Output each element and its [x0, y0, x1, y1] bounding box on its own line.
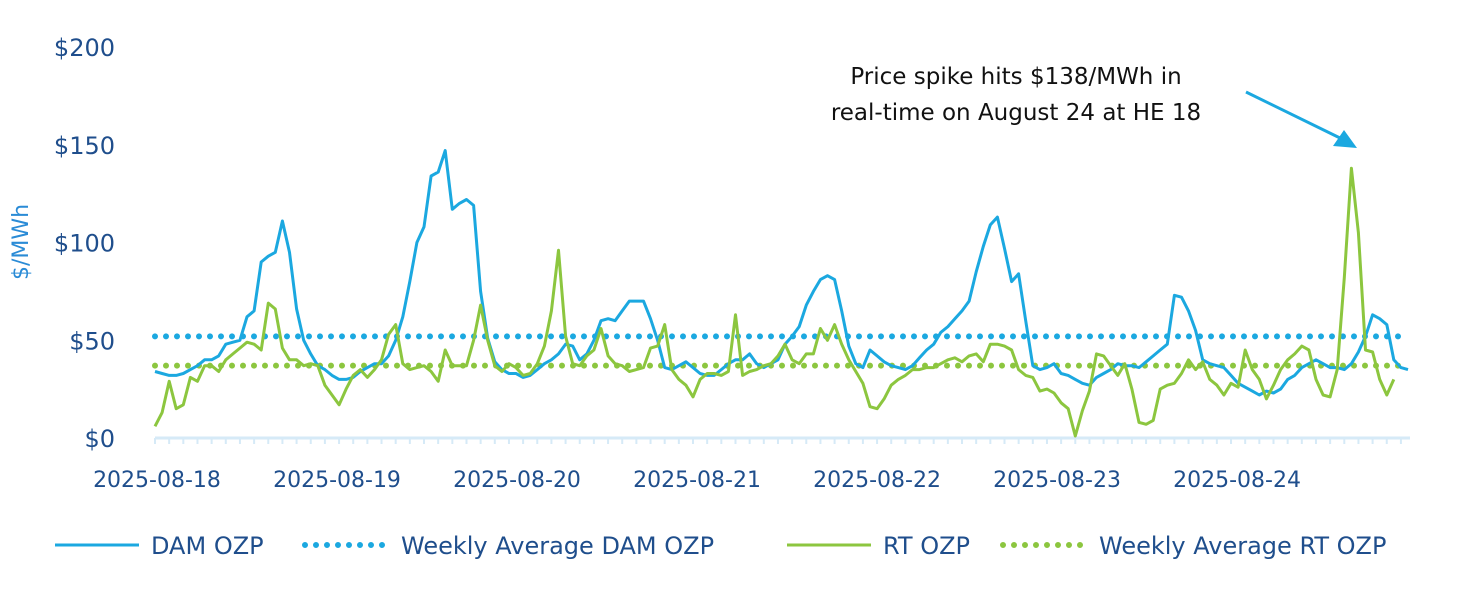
annotation-arrow [1245, 90, 1341, 140]
y-tick-label: $200 [54, 34, 115, 62]
x-tick-label: 2025-08-21 [633, 468, 761, 493]
legend-label-rt-ozp: RT OZP [883, 532, 970, 560]
legend: DAM OZP Weekly Average DAM OZP RT OZP Weekl… [55, 532, 1386, 560]
y-tick-label: $150 [54, 132, 115, 160]
series-layer [152, 149, 1411, 438]
y-axis-ticks: $0 $50 $100 $150 $200 [54, 34, 115, 453]
x-tick-label: 2025-08-18 [93, 468, 221, 493]
y-tick-label: $0 [84, 425, 115, 453]
x-tick-label: 2025-08-24 [1173, 468, 1301, 493]
x-tick-label: 2025-08-19 [273, 468, 401, 493]
x-tick-label: 2025-08-22 [813, 468, 941, 493]
y-tick-label: $100 [54, 230, 115, 258]
annotation-line-1: Price spike hits $138/MWh in [850, 64, 1181, 90]
series-dam-ozp [154, 149, 1409, 397]
x-axis-ticks: 2025-08-18 2025-08-19 2025-08-20 2025-08-21… [93, 468, 1301, 493]
series-rt-ozp [153, 166, 1396, 438]
annotation-arrowhead [1333, 130, 1357, 148]
legend-label-weekly-average-rt-ozp: Weekly Average RT OZP [1099, 532, 1386, 560]
x-axis [154, 436, 1410, 444]
x-tick-label: 2025-08-23 [993, 468, 1121, 493]
annotation: Price spike hits $138/MWh in real-time o… [831, 64, 1357, 148]
y-axis-label: $/MWh [9, 204, 34, 280]
y-tick-label: $50 [69, 327, 115, 355]
legend-label-dam-ozp: DAM OZP [151, 532, 264, 560]
x-tick-label: 2025-08-20 [453, 468, 581, 493]
annotation-line-2: real-time on August 24 at HE 18 [831, 100, 1201, 126]
legend-label-weekly-average-dam-ozp: Weekly Average DAM OZP [401, 532, 714, 560]
